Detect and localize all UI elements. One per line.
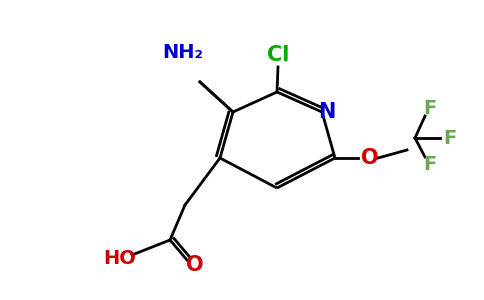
Text: F: F xyxy=(443,128,456,148)
Text: O: O xyxy=(186,255,204,275)
Text: Cl: Cl xyxy=(267,45,289,65)
Text: NH₂: NH₂ xyxy=(163,43,203,61)
Text: HO: HO xyxy=(104,248,136,268)
Text: F: F xyxy=(424,98,437,118)
Text: F: F xyxy=(424,155,437,175)
Text: O: O xyxy=(361,148,379,168)
Text: N: N xyxy=(318,102,336,122)
